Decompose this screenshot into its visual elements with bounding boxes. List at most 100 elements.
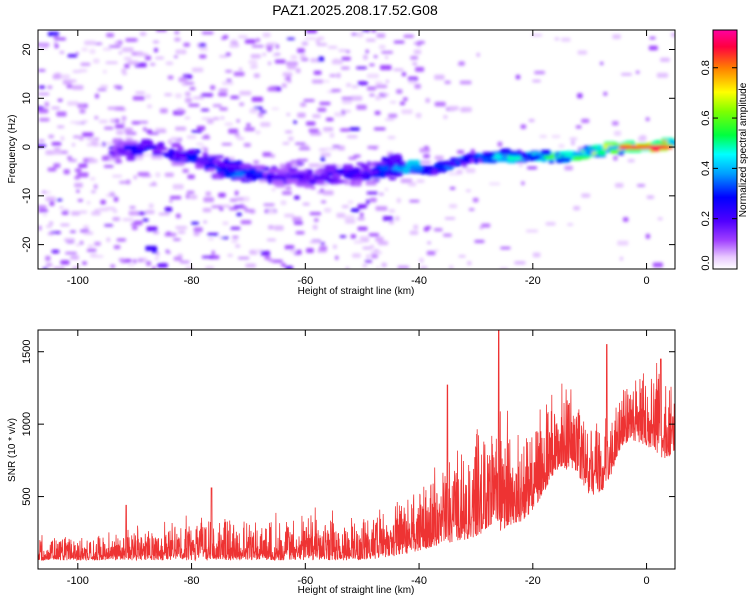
spectrogram-cell <box>230 95 239 99</box>
spectrogram-cell <box>282 191 292 195</box>
spectrogram-cell <box>232 235 239 239</box>
spectrogram-cell <box>169 196 182 200</box>
spectrogram-cell <box>201 93 213 97</box>
spectrogram-cell <box>169 199 173 203</box>
spectrogram-cell <box>54 43 59 49</box>
spectrogram-cell <box>112 175 123 178</box>
spectrogram-cell <box>178 230 186 234</box>
spectrogram-cell <box>191 130 202 133</box>
spectrogram-cell <box>286 113 291 116</box>
colorbar-ticks: 0.0 0.2 0.4 0.6 0.8 <box>700 60 737 271</box>
spectrogram-cell <box>322 190 334 196</box>
spectrogram-cell <box>483 153 495 158</box>
spectrogram-cell <box>78 163 88 168</box>
spectrogram-cell <box>670 32 675 37</box>
spectrogram-cell <box>266 42 277 45</box>
spectrogram-cell <box>369 63 375 66</box>
spectrogram-cell <box>343 110 351 113</box>
spectrogram-cell <box>558 144 565 148</box>
spectrogram-cell <box>321 154 329 157</box>
spectrogram-cell <box>420 265 428 269</box>
spectrogram-cell <box>262 52 267 57</box>
spectrogram-cell <box>275 184 286 188</box>
spectrogram-cell <box>649 36 656 40</box>
spectrogram-cell <box>238 35 248 39</box>
spectrogram-cell <box>376 33 386 38</box>
spectrogram-cell <box>124 56 132 61</box>
spectrogram-cell <box>431 169 438 176</box>
snr-y-axis-label: SNR (10 * v/v) <box>7 418 18 482</box>
spectrogram-cell <box>459 80 472 85</box>
spectrogram-cell <box>78 69 88 73</box>
spectrogram-cell <box>156 252 160 256</box>
spectrogram-cell <box>294 195 300 200</box>
spectrogram-cell <box>425 98 430 103</box>
spectrogram-cell <box>564 165 573 171</box>
spectrogram-cell <box>282 142 290 145</box>
spectrogram-cell <box>81 47 88 52</box>
y-tick-label: 1500 <box>21 339 33 363</box>
spectrogram-cell <box>113 209 118 213</box>
spectrogram-cell <box>104 126 114 130</box>
x-tick-label: 0 <box>644 275 650 287</box>
spectrogram-cell <box>234 190 239 196</box>
spectrogram-cell <box>315 39 320 44</box>
spectrogram-cell <box>637 184 646 187</box>
spectrogram-cell <box>90 177 96 181</box>
spectrogram-cell <box>77 172 89 178</box>
spectrogram-cell <box>316 43 327 46</box>
spectrogram-cell <box>362 264 368 267</box>
spectrogram-cell <box>251 176 257 182</box>
spectrogram-cell <box>146 261 151 266</box>
spectrogram-cell <box>88 244 94 248</box>
spectrogram-cell <box>357 204 367 209</box>
spectrogram-cell <box>47 232 54 235</box>
x-tick-label: -60 <box>297 275 313 287</box>
spectrogram-cell <box>434 155 444 160</box>
spectrogram-cell <box>560 157 571 162</box>
spectrogram-cell <box>449 187 456 190</box>
spectrogram-cell <box>268 61 272 65</box>
spectrogram-cell <box>282 72 293 77</box>
spectrogram-cell <box>289 249 297 253</box>
spectrogram-cell <box>281 263 286 267</box>
spectrogram-cell <box>654 140 662 146</box>
spectrogram-cell <box>382 216 393 221</box>
spectrogram-cell <box>70 230 76 233</box>
spectrogram-cell <box>285 130 293 133</box>
spectrogram-cell <box>49 201 55 206</box>
spectrogram-cell <box>132 96 145 101</box>
spectrogram-cell <box>372 170 379 174</box>
spectrogram-cell <box>157 263 168 268</box>
spectrogram-cell <box>218 92 228 97</box>
spectrogram-cell <box>366 254 370 260</box>
spectrogram-cell <box>448 106 459 111</box>
spectrogram-cell <box>73 135 81 138</box>
spectrogram-cell <box>252 165 266 169</box>
spectrogram-cell <box>222 221 229 225</box>
spectrogram-cell <box>124 127 133 133</box>
spectrogram-cell <box>114 106 125 111</box>
spectrogram-cell <box>172 184 184 190</box>
x-tick-label: 0 <box>644 575 650 587</box>
spectrogram-cell <box>71 211 80 216</box>
spectrogram-cell <box>268 259 275 262</box>
spectrogram-cell <box>60 150 68 154</box>
spectrogram-cell <box>116 130 124 135</box>
spectrogram-cell <box>353 181 362 187</box>
spectrogram-cell <box>152 40 159 44</box>
spectrogram-cell <box>51 142 62 146</box>
spectrogram-cell <box>57 125 65 128</box>
spectrogram-cell <box>145 94 151 99</box>
spectrogram-cell <box>520 124 527 129</box>
spectrogram-cell <box>306 248 314 253</box>
spectrogram-cell <box>527 166 538 170</box>
y-tick-label: 10 <box>21 92 33 104</box>
spectrogram-cell <box>623 217 629 222</box>
spectrogram-cell <box>153 147 168 151</box>
spectrogram-cell <box>234 133 240 137</box>
spectrogram-cell <box>233 205 242 209</box>
spectrogram-cell <box>350 95 363 101</box>
colorbar-tick-label: 0.4 <box>700 161 712 176</box>
spectrogram-cell <box>185 194 190 199</box>
